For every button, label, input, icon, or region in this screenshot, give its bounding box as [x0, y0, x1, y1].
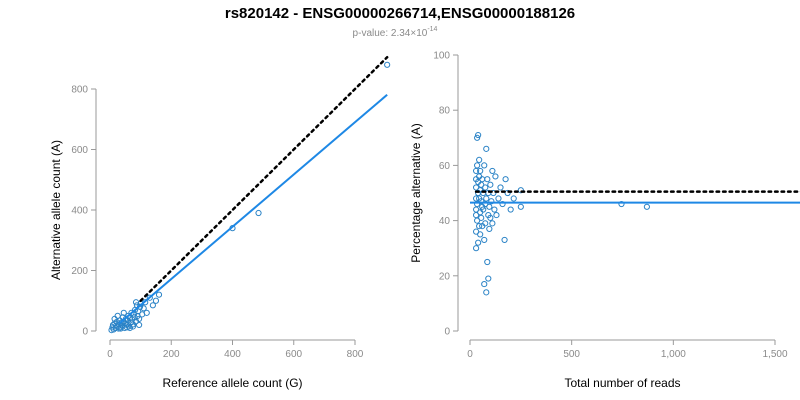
percentage-data-point — [476, 156, 483, 163]
percentage-data-point — [510, 195, 517, 202]
percentage-x-tick-label: 1,500 — [762, 349, 787, 360]
percentage-y-tick-label: 0 — [444, 327, 450, 338]
percentage-data-point — [478, 214, 485, 221]
percentage-x-tick-label: 500 — [563, 349, 580, 360]
percentage-data-point — [489, 167, 496, 175]
percentage-data-point — [482, 184, 489, 191]
percentage-data-point — [490, 189, 497, 197]
percentage-y-tick-label: 60 — [439, 161, 451, 172]
percentage-data-point — [482, 220, 489, 227]
percentage-data-point — [473, 184, 480, 191]
percentage-x-axis-title: Total number of reads — [564, 376, 680, 390]
percentage-data-point — [491, 206, 498, 213]
percentage-data-point — [474, 162, 481, 169]
percentage-data-point — [473, 228, 480, 235]
percentage-data-point — [473, 245, 480, 252]
percentage-data-point — [488, 198, 495, 205]
allele-data-point — [152, 297, 160, 304]
percentage-data-point — [517, 203, 524, 210]
allele-data-point — [132, 299, 140, 306]
percentage-data-point — [481, 162, 488, 169]
percentage-data-point — [474, 134, 481, 141]
percentage-data-point — [475, 239, 482, 246]
percentage-data-point — [474, 200, 481, 208]
percentage-data-point — [501, 236, 508, 244]
allele-data-point — [135, 315, 143, 322]
allele-data-point — [135, 321, 143, 329]
allele-data-point — [140, 305, 147, 312]
allele-data-point — [114, 312, 121, 319]
percentage-data-point — [497, 184, 504, 191]
allele-x-tick-label: 200 — [163, 349, 180, 360]
allele-data-point — [123, 324, 130, 331]
percentage-data-point — [487, 181, 494, 188]
p-value-exponent: -14 — [427, 26, 437, 33]
percentage-data-point — [474, 217, 481, 224]
allele-x-tick-label: 800 — [347, 349, 364, 360]
percentage-data-point — [475, 131, 482, 139]
percentage-data-point — [486, 225, 493, 232]
percentage-data-point — [493, 211, 500, 219]
allele-fit-line — [118, 93, 388, 325]
percentage-data-point — [480, 206, 487, 213]
percentage-data-point — [485, 275, 492, 282]
percentage-data-point — [481, 236, 488, 244]
allele-y-tick-label: 400 — [71, 206, 88, 217]
percentage-y-tick-label: 20 — [439, 271, 451, 282]
percentage-y-tick-label: 80 — [439, 106, 451, 117]
percentage-data-point — [495, 195, 502, 202]
allele-data-point — [129, 323, 137, 330]
percentage-data-point — [487, 214, 494, 221]
allele-reference-line — [139, 55, 389, 302]
percentage-data-point — [484, 258, 491, 266]
allele-data-point — [384, 61, 391, 68]
allele-x-axis-title: Reference allele count (G) — [162, 376, 302, 390]
allele-data-point — [155, 291, 163, 298]
allele-x-tick-label: 600 — [285, 349, 302, 360]
allele-x-tick-label: 400 — [224, 349, 241, 360]
percentage-x-tick-label: 1,000 — [661, 349, 686, 360]
percentage-data-point — [502, 176, 509, 183]
percentage-data-point — [486, 203, 493, 210]
percentage-data-point — [477, 167, 484, 175]
percentage-data-point — [477, 231, 484, 238]
percentage-data-point — [489, 220, 496, 227]
percentage-data-point — [483, 145, 490, 152]
percentage-data-point — [481, 280, 488, 288]
allele-data-point — [255, 209, 262, 217]
percentage-y-tick-label: 100 — [433, 51, 450, 62]
percentage-y-axis-title: Percentage alternative (A) — [409, 123, 423, 262]
allele-data-point — [146, 294, 153, 301]
allele-y-tick-label: 600 — [71, 145, 88, 156]
percentage-data-point — [504, 189, 511, 197]
percentage-data-point — [476, 223, 483, 230]
percentage-x-tick-label: 0 — [467, 349, 473, 360]
percentage-y-tick-label: 40 — [439, 216, 451, 227]
chart-title: rs820142 - ENSG00000266714,ENSG000001881… — [225, 5, 575, 22]
percentage-data-point — [483, 195, 490, 202]
allele-data-point — [117, 325, 124, 332]
percentage-data-point — [492, 173, 499, 180]
allele-y-tick-label: 800 — [71, 85, 88, 96]
percentage-data-point — [483, 289, 490, 296]
allele-data-point — [126, 324, 134, 332]
percentage-panel: 0 500 1,000 1,500 0 20 40 60 80 100 Total number o… — [409, 51, 800, 390]
allele-y-tick-label: 0 — [82, 327, 88, 338]
allele-count-panel: 0 200 400 600 800 0 200 400 600 800 Reference alle… — [49, 55, 391, 390]
percentage-data-point — [484, 176, 491, 183]
p-value-label: p-value: 2.34×10-14 — [353, 26, 438, 39]
allele-data-point — [120, 309, 127, 316]
percentage-data-point — [643, 203, 651, 210]
p-value-text: p-value: 2.34×10 — [353, 28, 428, 39]
allele-data-point — [149, 302, 156, 309]
allele-data-point — [143, 309, 150, 316]
allele-x-tick-label: 0 — [107, 349, 113, 360]
percentage-data-point — [507, 206, 514, 213]
percentage-data-point — [618, 200, 625, 208]
allele-y-tick-label: 200 — [71, 266, 88, 277]
allele-y-axis-title: Alternative allele count (A) — [49, 140, 63, 280]
percentage-data-point — [499, 200, 506, 208]
percentage-data-point — [517, 187, 524, 194]
